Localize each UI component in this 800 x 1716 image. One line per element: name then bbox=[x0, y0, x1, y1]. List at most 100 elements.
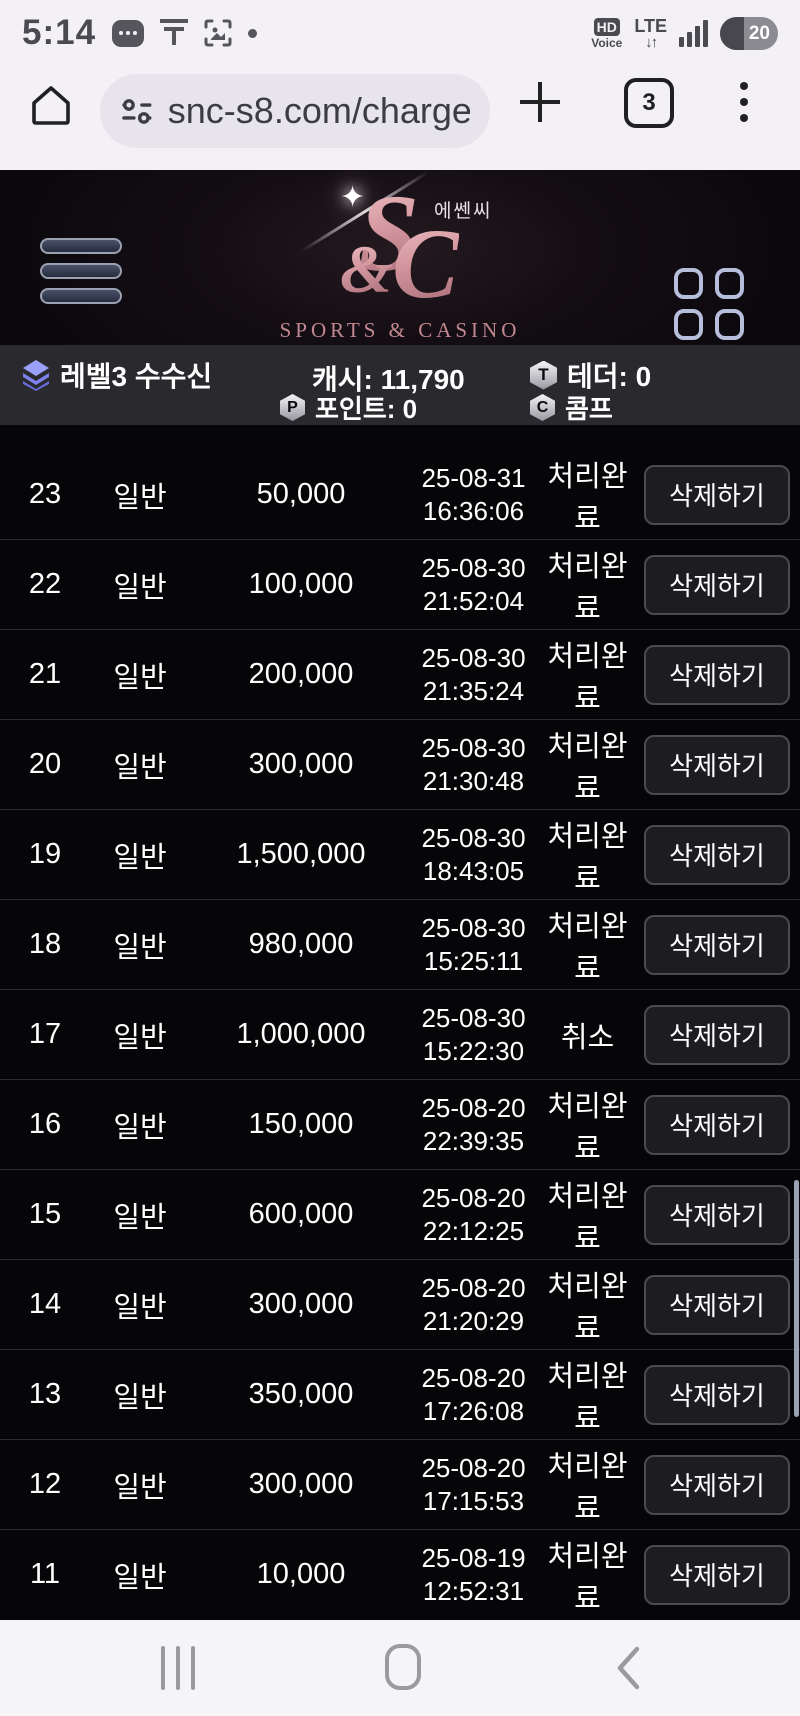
row-time: 21:30:48 bbox=[422, 765, 525, 796]
home-button[interactable] bbox=[28, 82, 74, 128]
row-amount: 600,000 bbox=[248, 1198, 354, 1230]
row-status: 처리완료 bbox=[547, 1090, 628, 1165]
delete-button[interactable]: 삭제하기 bbox=[644, 1454, 790, 1515]
row-time: 22:12:25 bbox=[422, 1215, 525, 1246]
row-number: 12 bbox=[28, 1468, 62, 1500]
row-number: 14 bbox=[28, 1288, 62, 1320]
row-type: 일반 bbox=[113, 1561, 167, 1594]
scrollbar-thumb[interactable] bbox=[794, 1180, 799, 1417]
table-row: 12 일반 300,000 25-08-20 17:15:53 처리완료 삭제하… bbox=[0, 1439, 800, 1529]
battery-icon: 20 bbox=[720, 16, 778, 50]
row-amount: 1,000,000 bbox=[236, 1018, 366, 1050]
table-row: 23 일반 50,000 25-08-31 16:36:06 처리완료 삭제하기 bbox=[0, 450, 800, 539]
tab-switcher-button[interactable]: 3 bbox=[624, 78, 674, 128]
delete-button[interactable]: 삭제하기 bbox=[644, 1184, 790, 1245]
comp-label: 콤프 bbox=[565, 394, 613, 424]
row-date: 25-08-31 bbox=[421, 462, 526, 493]
row-type: 일반 bbox=[113, 1291, 167, 1324]
row-amount: 300,000 bbox=[248, 748, 354, 780]
home-nav-button[interactable] bbox=[385, 1644, 421, 1690]
row-datetime: 25-08-20 22:12:25 bbox=[412, 1182, 535, 1248]
table-row: 17 일반 1,000,000 25-08-30 15:22:30 취소 삭제하… bbox=[0, 989, 800, 1079]
browser-menu-button[interactable] bbox=[738, 78, 750, 126]
row-datetime: 25-08-31 16:36:06 bbox=[412, 462, 535, 528]
row-number: 19 bbox=[28, 838, 62, 870]
tether-balance: T 테더: 0 bbox=[530, 355, 651, 395]
row-amount: 10,000 bbox=[256, 1558, 346, 1590]
back-button[interactable] bbox=[613, 1644, 643, 1692]
delete-button[interactable]: 삭제하기 bbox=[644, 914, 790, 975]
status-bar: 5:14 HD Voice bbox=[0, 0, 800, 60]
delete-button[interactable]: 삭제하기 bbox=[644, 1274, 790, 1335]
row-datetime: 25-08-30 18:43:05 bbox=[412, 822, 535, 888]
row-date: 25-08-30 bbox=[421, 642, 526, 673]
row-date: 25-08-30 bbox=[421, 732, 526, 763]
row-type: 일반 bbox=[113, 481, 167, 514]
row-time: 15:25:11 bbox=[423, 945, 524, 976]
row-action: 삭제하기 bbox=[640, 1274, 800, 1335]
table-row: 14 일반 300,000 25-08-20 21:20:29 처리완료 삭제하… bbox=[0, 1259, 800, 1349]
tab-count: 3 bbox=[642, 89, 656, 116]
row-type: 일반 bbox=[113, 661, 167, 694]
account-level: 레벨3 수수신 bbox=[22, 355, 212, 395]
delete-button[interactable]: 삭제하기 bbox=[644, 1364, 790, 1425]
row-number: 21 bbox=[28, 658, 62, 690]
grid-menu-icon[interactable] bbox=[674, 268, 744, 340]
hd-label: HD bbox=[593, 17, 620, 36]
row-status: 처리완료 bbox=[547, 910, 628, 985]
row-datetime: 25-08-19 12:52:31 bbox=[412, 1542, 535, 1608]
row-time: 18:43:05 bbox=[422, 855, 525, 886]
row-amount: 1,500,000 bbox=[236, 838, 366, 870]
delete-button[interactable]: 삭제하기 bbox=[644, 644, 790, 705]
row-action: 삭제하기 bbox=[640, 1184, 800, 1245]
row-number: 17 bbox=[28, 1018, 62, 1050]
site-settings-icon[interactable] bbox=[120, 94, 154, 128]
table-row: 21 일반 200,000 25-08-30 21:35:24 처리완료 삭제하… bbox=[0, 629, 800, 719]
row-action: 삭제하기 bbox=[640, 1004, 800, 1065]
hamburger-menu-icon[interactable] bbox=[40, 238, 124, 308]
row-datetime: 25-08-30 15:25:11 bbox=[412, 912, 535, 978]
row-action: 삭제하기 bbox=[640, 1454, 800, 1515]
row-type: 일반 bbox=[113, 1201, 167, 1234]
status-right: HD Voice LTE 20 bbox=[591, 16, 778, 50]
android-nav-bar bbox=[0, 1620, 800, 1716]
battery-percent: 20 bbox=[748, 22, 770, 44]
recents-button[interactable] bbox=[161, 1646, 197, 1690]
status-left: 5:14 bbox=[22, 13, 258, 53]
comp-icon: C bbox=[530, 394, 555, 421]
new-tab-button[interactable] bbox=[516, 78, 564, 126]
tether-icon: T bbox=[530, 360, 557, 390]
row-amount: 300,000 bbox=[248, 1468, 354, 1500]
site-logo: ✦ S & C 에쎈씨 bbox=[300, 170, 500, 324]
address-bar[interactable]: snc-s8.com/charge bbox=[100, 74, 490, 148]
row-datetime: 25-08-20 22:39:35 bbox=[412, 1092, 535, 1158]
delete-button[interactable]: 삭제하기 bbox=[644, 554, 790, 615]
row-type: 일반 bbox=[113, 1111, 167, 1144]
delete-button[interactable]: 삭제하기 bbox=[644, 1094, 790, 1155]
row-status: 처리완료 bbox=[547, 1360, 628, 1435]
row-status: 처리완료 bbox=[547, 1450, 628, 1525]
table-row: 15 일반 600,000 25-08-20 22:12:25 처리완료 삭제하… bbox=[0, 1169, 800, 1259]
hd-voice-icon: HD Voice bbox=[591, 17, 622, 49]
table-row: 11 일반 10,000 25-08-19 12:52:31 처리완료 삭제하기 bbox=[0, 1529, 800, 1619]
point-icon: P bbox=[280, 394, 305, 421]
cash-label: 캐시: 11,790 bbox=[312, 364, 465, 395]
data-arrows-icon bbox=[645, 35, 656, 50]
delete-button[interactable]: 삭제하기 bbox=[644, 464, 790, 525]
row-action: 삭제하기 bbox=[640, 1364, 800, 1425]
row-type: 일반 bbox=[113, 751, 167, 784]
table-row: 20 일반 300,000 25-08-30 21:30:48 처리완료 삭제하… bbox=[0, 719, 800, 809]
delete-button[interactable]: 삭제하기 bbox=[644, 1004, 790, 1065]
row-number: 18 bbox=[28, 928, 62, 960]
point-label: 포인트: 0 bbox=[315, 394, 418, 424]
row-amount: 980,000 bbox=[248, 928, 354, 960]
delete-button[interactable]: 삭제하기 bbox=[644, 1544, 790, 1605]
row-amount: 300,000 bbox=[248, 1288, 354, 1320]
delete-button[interactable]: 삭제하기 bbox=[644, 734, 790, 795]
row-number: 22 bbox=[28, 568, 62, 600]
delete-button[interactable]: 삭제하기 bbox=[644, 824, 790, 885]
row-date: 25-08-30 bbox=[421, 1002, 526, 1033]
url-text[interactable]: snc-s8.com/charge bbox=[167, 90, 470, 131]
row-type: 일반 bbox=[113, 571, 167, 604]
